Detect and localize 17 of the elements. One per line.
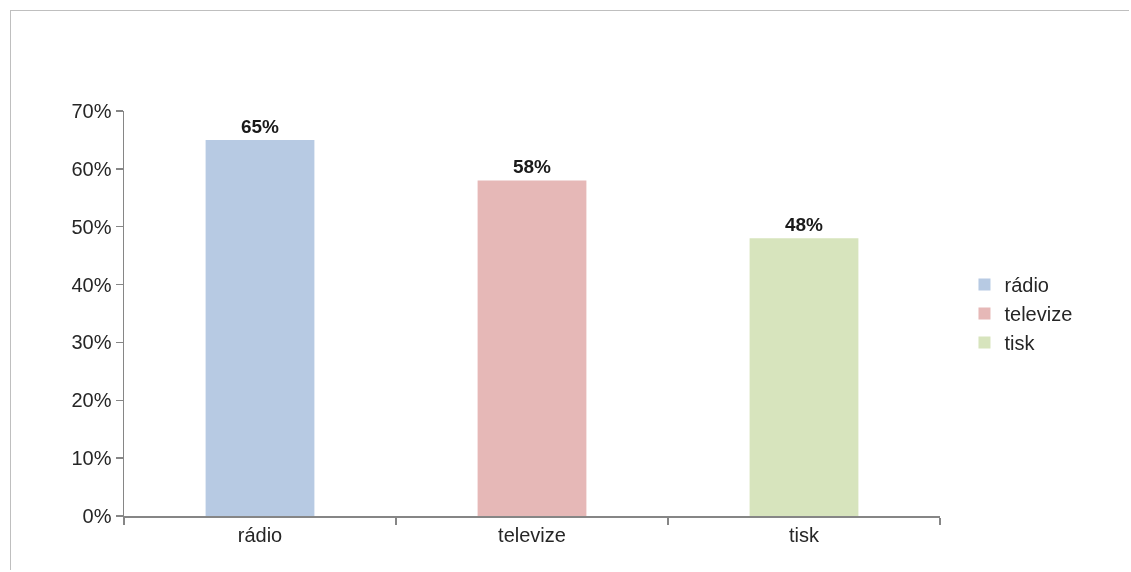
legend-label: tisk: [1004, 332, 1036, 355]
y-tick-label: 70%: [71, 100, 112, 122]
legend-label: televize: [1004, 303, 1073, 326]
x-tick-label: televize: [498, 523, 566, 546]
x-tick-label: tisk: [789, 523, 820, 546]
legend-label: rádio: [1004, 274, 1049, 297]
x-tick-label: rádio: [237, 523, 283, 546]
data-label: 58%: [512, 156, 552, 178]
y-tick-label: 60%: [71, 157, 112, 180]
y-tick-label: 10%: [71, 447, 112, 470]
y-tick-label: 20%: [71, 389, 112, 412]
data-label: 48%: [784, 214, 824, 236]
y-tick-label: 50%: [71, 215, 112, 238]
y-tick-label: 0%: [82, 505, 112, 527]
y-tick-label: 30%: [71, 331, 112, 354]
y-tick-label: 40%: [71, 273, 112, 296]
data-label: 65%: [240, 115, 280, 137]
